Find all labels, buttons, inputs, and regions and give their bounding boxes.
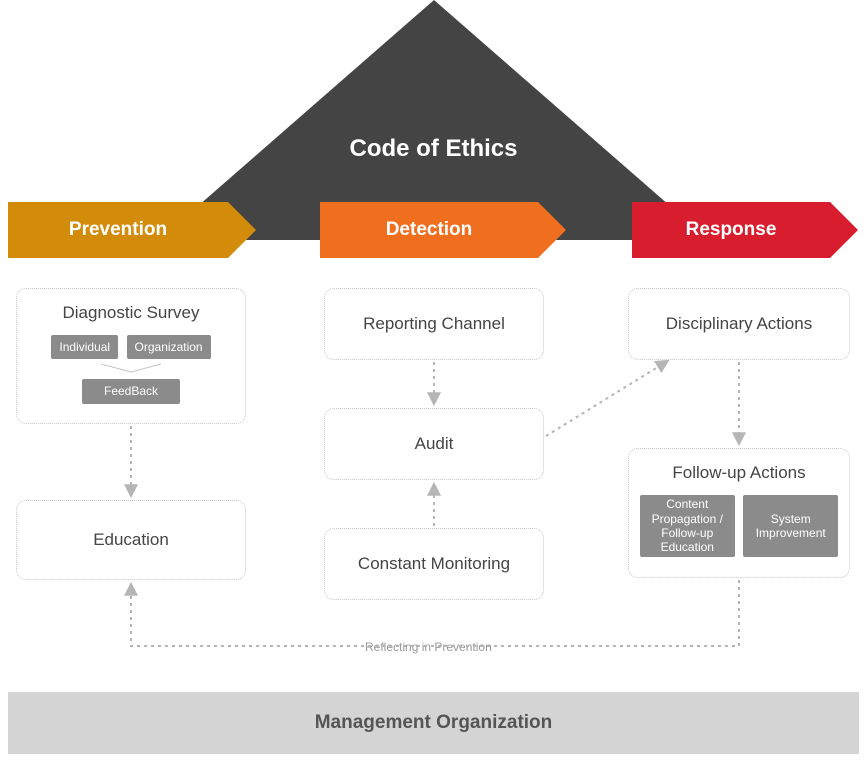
education-title: Education [93, 530, 169, 550]
chip-individual: Individual [51, 335, 118, 359]
pillar-detection-label: Detection [386, 219, 473, 241]
pillar-response: Response [632, 202, 830, 258]
diagnostic-title: Diagnostic Survey [17, 303, 245, 323]
diagram-stage: Code of Ethics Prevention Detection Resp… [0, 0, 867, 770]
disciplinary-title: Disciplinary Actions [666, 314, 812, 334]
chip-organization: Organization [127, 335, 211, 359]
chip-content-propagation: Content Propagation / Follow-up Educatio… [640, 495, 735, 557]
box-education: Education [16, 500, 246, 580]
reporting-title: Reporting Channel [363, 314, 505, 334]
pillar-response-label: Response [686, 219, 777, 241]
management-organization-bar: Management Organization [8, 692, 859, 754]
audit-title: Audit [415, 434, 454, 454]
reflect-label: Reflecting in Prevention [365, 640, 492, 654]
pillar-detection: Detection [320, 202, 538, 258]
box-followup-actions: Follow-up Actions Content Propagation / … [628, 448, 850, 578]
box-disciplinary-actions: Disciplinary Actions [628, 288, 850, 360]
box-reporting-channel: Reporting Channel [324, 288, 544, 360]
box-constant-monitoring: Constant Monitoring [324, 528, 544, 600]
pillar-prevention-label: Prevention [69, 219, 167, 241]
box-audit: Audit [324, 408, 544, 480]
chip-system-improvement: System Improvement [743, 495, 838, 557]
management-label: Management Organization [315, 712, 553, 734]
chip-feedback: FeedBack [82, 379, 180, 403]
box-diagnostic-survey: Diagnostic Survey Individual Organizatio… [16, 288, 246, 424]
monitoring-title: Constant Monitoring [358, 554, 510, 574]
pillar-prevention: Prevention [8, 202, 228, 258]
chevron-down-icon [81, 363, 181, 375]
followup-title: Follow-up Actions [629, 463, 849, 483]
apex-label: Code of Ethics [349, 135, 517, 163]
